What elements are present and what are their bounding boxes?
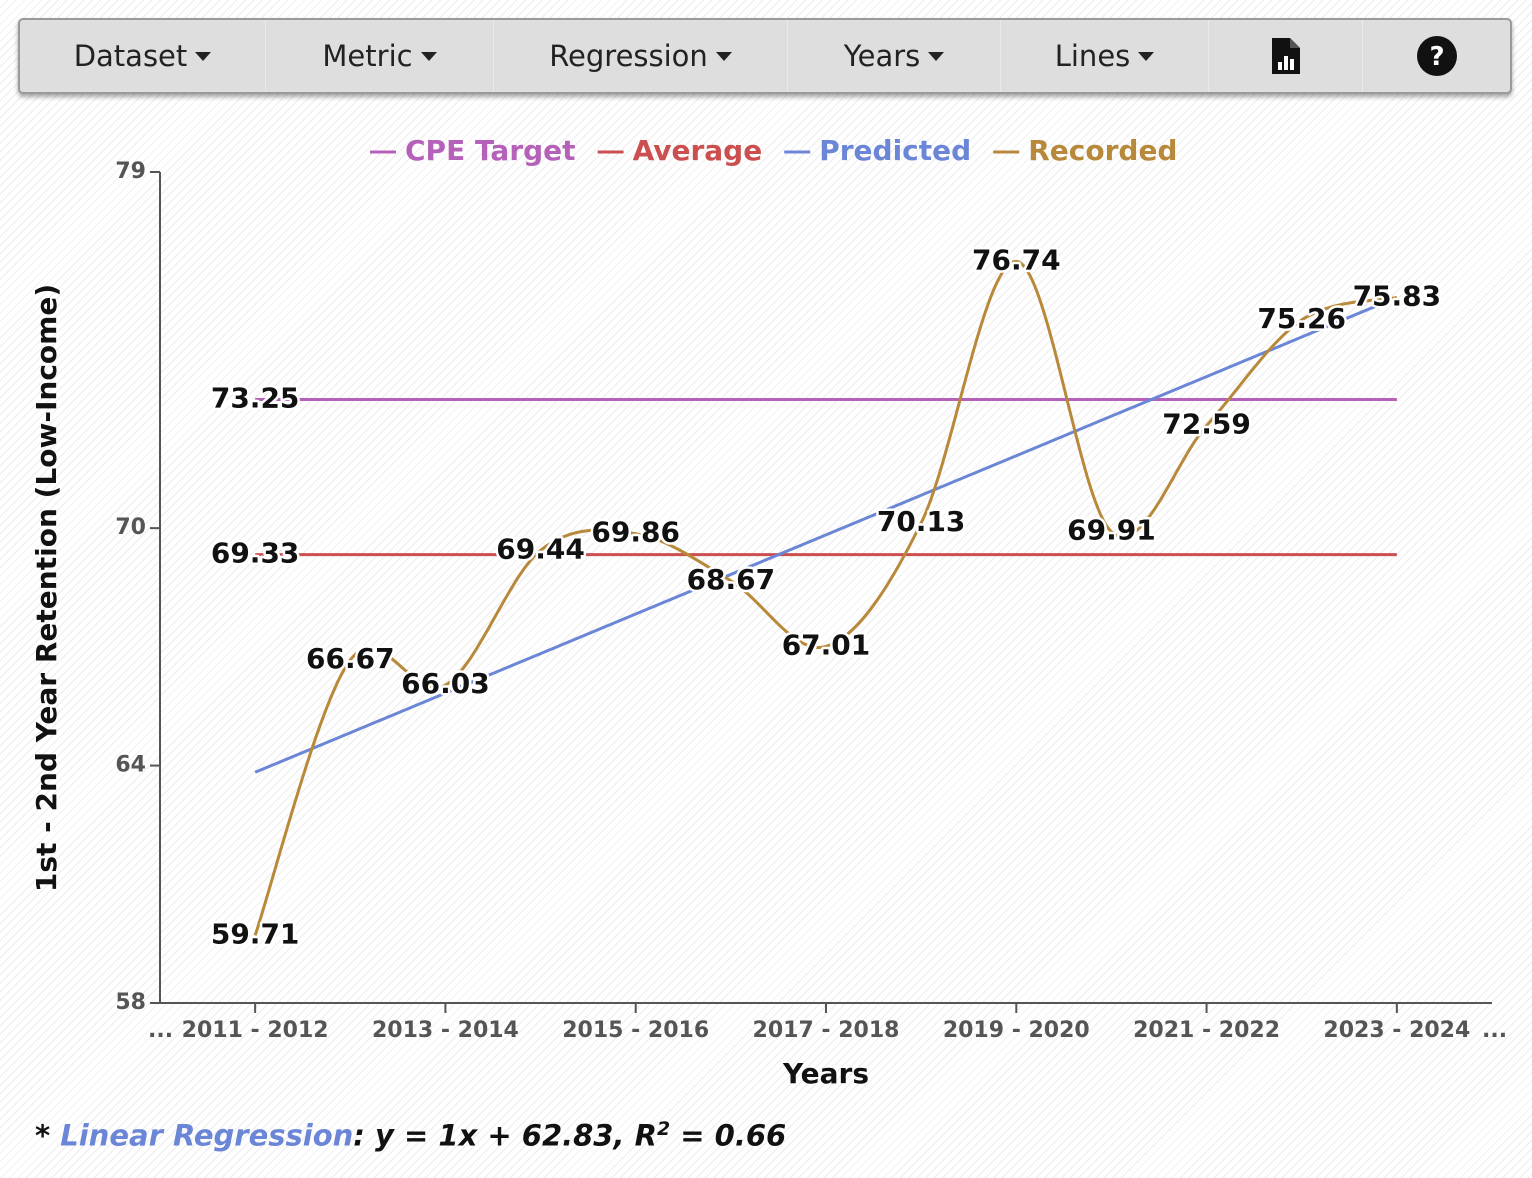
x-overflow-label: ... xyxy=(148,1018,173,1043)
x-tick-label: 2017 - 2018 xyxy=(753,1018,900,1043)
data-label: 66.67 xyxy=(306,642,395,675)
legend: CPE Target Average Predicted Recorded xyxy=(370,134,1177,167)
help-icon: ? xyxy=(1416,36,1457,76)
button-label: Metric xyxy=(322,39,413,73)
data-label: 72.59 xyxy=(1162,408,1251,441)
regression-button[interactable]: Regression xyxy=(494,20,788,92)
legend-label: Predicted xyxy=(819,134,971,167)
x-tick-label: 2011 - 2012 xyxy=(182,1018,329,1043)
button-label: Dataset xyxy=(73,39,188,73)
caret xyxy=(928,51,945,61)
series-line xyxy=(253,259,1398,936)
footnote-equation: : y = 1x + 62.83, R xyxy=(353,1118,657,1153)
legend-label: CPE Target xyxy=(405,134,576,167)
file-chart-icon xyxy=(1271,38,1300,74)
footnote: * Linear Regression: y = 1x + 62.83, R2 … xyxy=(35,1118,786,1153)
x-tick-label: 2019 - 2020 xyxy=(943,1018,1090,1043)
data-label: 70.13 xyxy=(877,505,966,538)
y-tick-label: 58 xyxy=(115,990,146,1015)
data-label: 76.74 xyxy=(972,243,1061,276)
caret xyxy=(1138,51,1155,61)
legend-label: Average xyxy=(633,134,763,167)
data-label: 69.44 xyxy=(496,532,585,565)
data-label: 69.33 xyxy=(211,537,300,570)
data-label: 75.83 xyxy=(1353,279,1442,312)
x-tick-label: 2021 - 2022 xyxy=(1133,1018,1280,1043)
x-tick-label: 2023 - 2024 xyxy=(1323,1018,1470,1043)
data-label: 59.71 xyxy=(211,917,300,950)
data-label: 66.03 xyxy=(401,667,490,700)
years-button[interactable]: Years xyxy=(788,20,1001,92)
data-label: 69.86 xyxy=(591,516,680,549)
y-tick-label: 79 xyxy=(115,159,146,184)
svg-text:?: ? xyxy=(1429,42,1444,72)
button-label: Regression xyxy=(549,39,708,73)
footnote-method: Linear Regression xyxy=(60,1118,354,1153)
footnote-superscript: 2 xyxy=(656,1118,671,1140)
x-tick-label: 2013 - 2014 xyxy=(372,1018,519,1043)
dataset-button[interactable]: Dataset xyxy=(20,20,266,92)
data-label: 68.67 xyxy=(687,563,776,596)
metric-button[interactable]: Metric xyxy=(266,20,494,92)
data-label: 69.91 xyxy=(1067,514,1156,547)
caret xyxy=(195,51,212,61)
y-axis-label: 1st - 2nd Year Retention (Low-Income) xyxy=(30,284,63,892)
toolbar: Dataset Metric Regression Years Lines ? xyxy=(18,18,1512,94)
caret xyxy=(420,51,437,61)
export-button[interactable] xyxy=(1209,20,1363,92)
y-tick-label: 64 xyxy=(115,753,146,778)
button-label: Lines xyxy=(1054,39,1131,73)
data-label: 75.26 xyxy=(1257,302,1346,335)
lines-button[interactable]: Lines xyxy=(1001,20,1209,92)
x-axis-label: Years xyxy=(782,1057,869,1090)
legend-label: Recorded xyxy=(1028,134,1177,167)
data-label: 67.01 xyxy=(782,628,871,661)
footnote-prefix: * xyxy=(35,1118,61,1153)
data-label: 73.25 xyxy=(211,382,300,415)
x-overflow-label: ... xyxy=(1482,1018,1507,1043)
help-button[interactable]: ? xyxy=(1363,20,1510,92)
button-label: Years xyxy=(843,39,921,73)
y-tick-label: 70 xyxy=(115,515,146,540)
footnote-rest: = 0.66 xyxy=(670,1118,787,1153)
x-tick-label: 2015 - 2016 xyxy=(562,1018,709,1043)
series-line xyxy=(254,296,1398,774)
caret xyxy=(715,51,732,61)
